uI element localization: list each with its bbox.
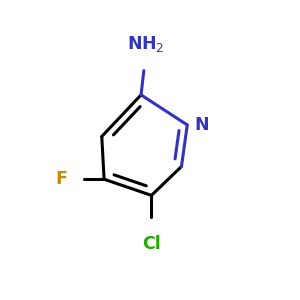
- Text: Cl: Cl: [142, 235, 161, 253]
- Text: N: N: [194, 116, 209, 134]
- Text: NH$_2$: NH$_2$: [127, 34, 164, 55]
- Text: F: F: [55, 170, 67, 188]
